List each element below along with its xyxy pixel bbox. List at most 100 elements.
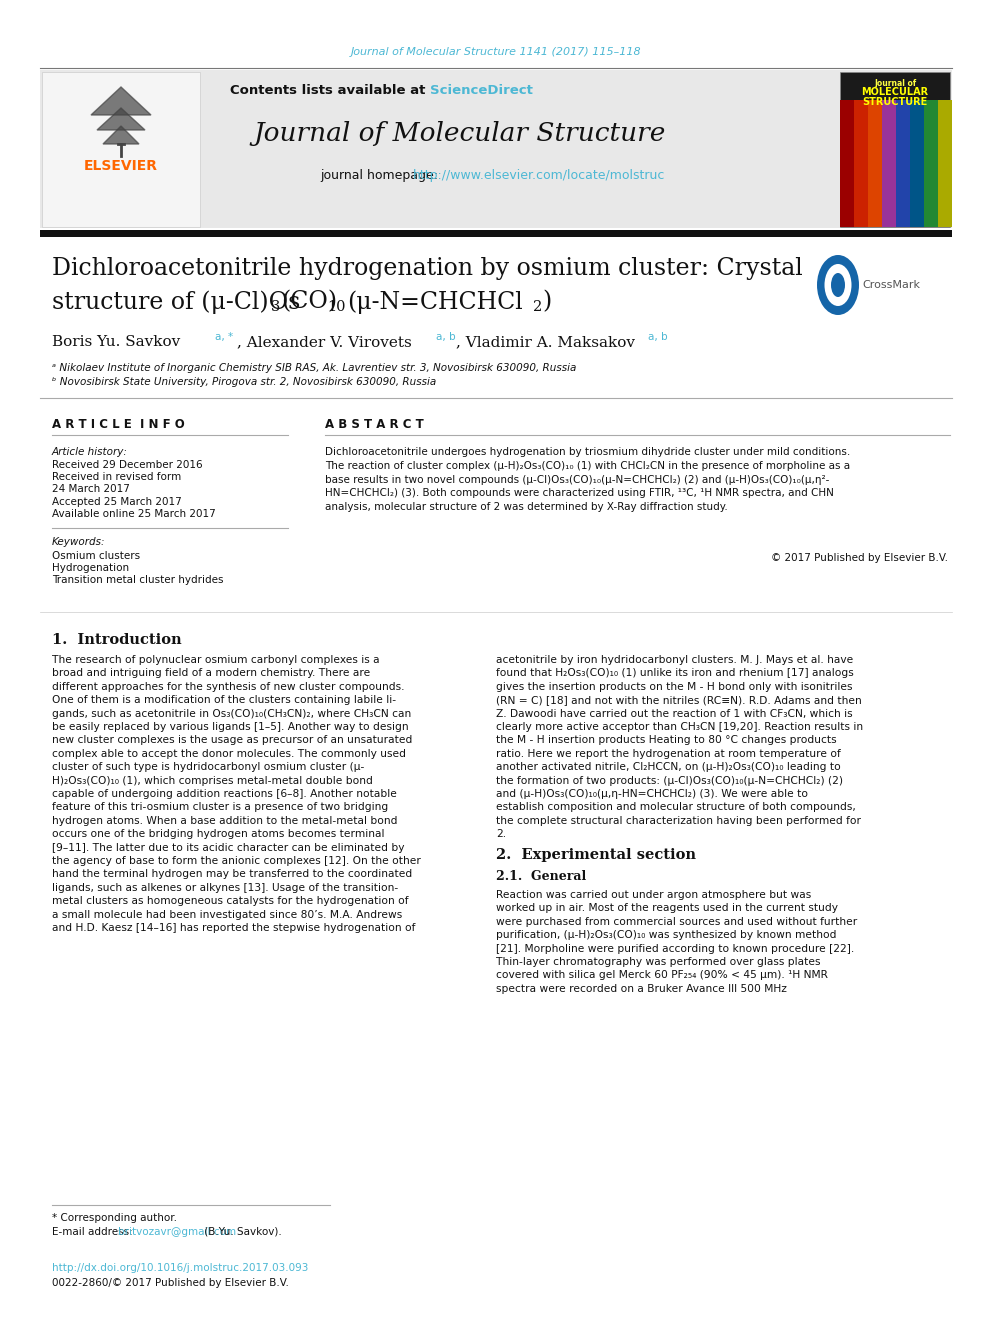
Polygon shape <box>97 108 145 130</box>
Text: http://www.elsevier.com/locate/molstruc: http://www.elsevier.com/locate/molstruc <box>413 168 666 181</box>
Bar <box>40 70 952 228</box>
Text: another activated nitrile, Cl₂HCCN, on (μ-H)₂Os₃(CO)₁₀ leading to: another activated nitrile, Cl₂HCCN, on (… <box>496 762 841 773</box>
Ellipse shape <box>824 265 851 306</box>
Text: analysis, molecular structure of 2 was determined by X-Ray diffraction study.: analysis, molecular structure of 2 was d… <box>325 503 728 512</box>
Text: Accepted 25 March 2017: Accepted 25 March 2017 <box>52 497 182 507</box>
Bar <box>40 230 952 237</box>
Text: (μ-N=CHCHCl: (μ-N=CHCHCl <box>347 290 523 314</box>
Text: new cluster complexes is the usage as precursor of an unsaturated: new cluster complexes is the usage as pr… <box>52 736 413 745</box>
Bar <box>910 101 924 228</box>
Text: ELSEVIER: ELSEVIER <box>84 159 158 173</box>
Ellipse shape <box>831 273 845 296</box>
Text: hydrogen atoms. When a base addition to the metal-metal bond: hydrogen atoms. When a base addition to … <box>52 816 398 826</box>
Text: http://dx.doi.org/10.1016/j.molstruc.2017.03.093: http://dx.doi.org/10.1016/j.molstruc.201… <box>52 1263 309 1273</box>
Text: ligands, such as alkenes or alkynes [13]. Usage of the transition-: ligands, such as alkenes or alkynes [13]… <box>52 882 398 893</box>
Text: Dichloroacetonitrile undergoes hydrogenation by triosmium dihydride cluster unde: Dichloroacetonitrile undergoes hydrogena… <box>325 447 850 456</box>
Bar <box>882 101 896 228</box>
Text: 2: 2 <box>533 300 543 314</box>
Text: Thin-layer chromatography was performed over glass plates: Thin-layer chromatography was performed … <box>496 957 820 967</box>
Text: ScienceDirect: ScienceDirect <box>430 83 533 97</box>
Text: ): ) <box>542 291 552 314</box>
Text: Received in revised form: Received in revised form <box>52 472 182 482</box>
Text: broad and intriguing field of a modern chemistry. There are: broad and intriguing field of a modern c… <box>52 668 370 679</box>
Text: 2.  Experimental section: 2. Experimental section <box>496 848 696 863</box>
Text: be easily replaced by various ligands [1–5]. Another way to design: be easily replaced by various ligands [1… <box>52 722 409 732</box>
Text: © 2017 Published by Elsevier B.V.: © 2017 Published by Elsevier B.V. <box>771 553 948 564</box>
Text: spectra were recorded on a Bruker Avance III 500 MHz: spectra were recorded on a Bruker Avance… <box>496 984 787 994</box>
Text: (RN = C) [18] and not with the nitriles (RC≡N). R.D. Adams and then: (RN = C) [18] and not with the nitriles … <box>496 695 862 705</box>
Text: Dichloroacetonitrile hydrogenation by osmium cluster: Crystal: Dichloroacetonitrile hydrogenation by os… <box>52 257 803 279</box>
Text: the M - H insertion products Heating to 80 °C changes products: the M - H insertion products Heating to … <box>496 736 836 745</box>
Text: Article history:: Article history: <box>52 447 128 456</box>
Text: found that H₂Os₃(CO)₁₀ (1) unlike its iron and rhenium [17] analogs: found that H₂Os₃(CO)₁₀ (1) unlike its ir… <box>496 668 854 679</box>
Text: the formation of two products: (μ-Cl)Os₃(CO)₁₀(μ-N=CHCHCl₂) (2): the formation of two products: (μ-Cl)Os₃… <box>496 775 843 786</box>
Text: occurs one of the bridging hydrogen atoms becomes terminal: occurs one of the bridging hydrogen atom… <box>52 830 385 839</box>
Text: A R T I C L E  I N F O: A R T I C L E I N F O <box>52 418 185 431</box>
Text: H)₂Os₃(CO)₁₀ (1), which comprises metal-metal double bond: H)₂Os₃(CO)₁₀ (1), which comprises metal-… <box>52 775 373 786</box>
Text: a, b: a, b <box>436 332 455 343</box>
Text: structure of (μ-Cl)Os: structure of (μ-Cl)Os <box>52 290 301 314</box>
Text: Keywords:: Keywords: <box>52 537 105 546</box>
Text: journal homepage:: journal homepage: <box>320 168 442 181</box>
Text: HN=CHCHCl₂) (3). Both compounds were characterized using FTIR, ¹³C, ¹H NMR spect: HN=CHCHCl₂) (3). Both compounds were cha… <box>325 488 834 499</box>
Text: base results in two novel compounds (μ-Cl)Os₃(CO)₁₀(μ-N=CHCHCl₂) (2) and (μ-H)Os: base results in two novel compounds (μ-C… <box>325 475 829 484</box>
Text: [9–11]. The latter due to its acidic character can be eliminated by: [9–11]. The latter due to its acidic cha… <box>52 843 405 852</box>
Text: , Alexander V. Virovets: , Alexander V. Virovets <box>237 335 412 349</box>
Text: worked up in air. Most of the reagents used in the current study: worked up in air. Most of the reagents u… <box>496 904 838 913</box>
Text: ᵇ Novosibirsk State University, Pirogova str. 2, Novosibirsk 630090, Russia: ᵇ Novosibirsk State University, Pirogova… <box>52 377 436 388</box>
Polygon shape <box>103 126 139 144</box>
Text: the agency of base to form the anionic complexes [12]. On the other: the agency of base to form the anionic c… <box>52 856 421 867</box>
Text: 10: 10 <box>327 300 345 314</box>
Text: capable of undergoing addition reactions [6–8]. Another notable: capable of undergoing addition reactions… <box>52 789 397 799</box>
Text: ᵃ Nikolaev Institute of Inorganic Chemistry SIB RAS, Ak. Lavrentiev str. 3, Novo: ᵃ Nikolaev Institute of Inorganic Chemis… <box>52 363 576 373</box>
Text: purification, (μ-H)₂Os₃(CO)₁₀ was synthesized by known method: purification, (μ-H)₂Os₃(CO)₁₀ was synthe… <box>496 930 836 941</box>
Text: (CO): (CO) <box>281 291 337 314</box>
Text: 2.1.  General: 2.1. General <box>496 869 586 882</box>
Text: Journal of Molecular Structure: Journal of Molecular Structure <box>254 120 667 146</box>
Text: Available online 25 March 2017: Available online 25 March 2017 <box>52 509 215 519</box>
Text: Hydrogenation: Hydrogenation <box>52 564 129 573</box>
Text: * Corresponding author.: * Corresponding author. <box>52 1213 177 1222</box>
Text: (B.Yu. Savkov).: (B.Yu. Savkov). <box>201 1226 282 1237</box>
Text: a small molecule had been investigated since 80’s. M.A. Andrews: a small molecule had been investigated s… <box>52 910 402 919</box>
Text: britvozavr@gmail.com: britvozavr@gmail.com <box>118 1226 236 1237</box>
Text: complex able to accept the donor molecules. The commonly used: complex able to accept the donor molecul… <box>52 749 406 759</box>
Text: were purchased from commercial sources and used without further: were purchased from commercial sources a… <box>496 917 857 927</box>
Text: Osmium clusters: Osmium clusters <box>52 550 140 561</box>
Text: E-mail address:: E-mail address: <box>52 1226 136 1237</box>
Text: 24 March 2017: 24 March 2017 <box>52 484 130 493</box>
Text: acetonitrile by iron hydridocarbonyl clusters. M. J. Mays et al. have: acetonitrile by iron hydridocarbonyl clu… <box>496 655 853 665</box>
Text: The research of polynuclear osmium carbonyl complexes is a: The research of polynuclear osmium carbo… <box>52 655 380 665</box>
Text: cluster of such type is hydridocarbonyl osmium cluster (μ-: cluster of such type is hydridocarbonyl … <box>52 762 364 773</box>
Text: One of them is a modification of the clusters containing labile li-: One of them is a modification of the clu… <box>52 695 396 705</box>
Text: covered with silica gel Merck 60 PF₂₅₄ (90% < 45 μm). ¹H NMR: covered with silica gel Merck 60 PF₂₅₄ (… <box>496 970 828 980</box>
Text: gands, such as acetonitrile in Os₃(CO)₁₀(CH₃CN)₂, where CH₃CN can: gands, such as acetonitrile in Os₃(CO)₁₀… <box>52 709 412 718</box>
Text: ratio. Here we report the hydrogenation at room temperature of: ratio. Here we report the hydrogenation … <box>496 749 841 759</box>
Bar <box>896 101 910 228</box>
Text: the complete structural characterization having been performed for: the complete structural characterization… <box>496 816 861 826</box>
Bar <box>924 101 938 228</box>
Bar <box>840 101 854 228</box>
Text: 0022-2860/© 2017 Published by Elsevier B.V.: 0022-2860/© 2017 Published by Elsevier B… <box>52 1278 289 1289</box>
Text: gives the insertion products on the M - H bond only with isonitriles: gives the insertion products on the M - … <box>496 681 852 692</box>
Text: metal clusters as homogeneous catalysts for the hydrogenation of: metal clusters as homogeneous catalysts … <box>52 896 409 906</box>
Text: Boris Yu. Savkov: Boris Yu. Savkov <box>52 335 181 349</box>
Text: different approaches for the synthesis of new cluster compounds.: different approaches for the synthesis o… <box>52 681 405 692</box>
Text: 1.  Introduction: 1. Introduction <box>52 632 182 647</box>
Text: Received 29 December 2016: Received 29 December 2016 <box>52 460 202 470</box>
Text: Reaction was carried out under argon atmosphere but was: Reaction was carried out under argon atm… <box>496 890 811 900</box>
Text: , Vladimir A. Maksakov: , Vladimir A. Maksakov <box>456 335 635 349</box>
Bar <box>840 71 950 228</box>
Bar <box>42 71 200 228</box>
Text: and H.D. Kaesz [14–16] has reported the stepwise hydrogenation of: and H.D. Kaesz [14–16] has reported the … <box>52 923 416 933</box>
Text: a, b: a, b <box>648 332 668 343</box>
Text: 2.: 2. <box>496 830 506 839</box>
Bar <box>868 101 882 228</box>
Text: STRUCTURE: STRUCTURE <box>862 97 928 107</box>
Text: Journal of: Journal of <box>874 78 917 87</box>
Text: CrossMark: CrossMark <box>862 280 920 290</box>
Text: [21]. Morpholine were purified according to known procedure [22].: [21]. Morpholine were purified according… <box>496 943 854 954</box>
Text: a, *: a, * <box>215 332 233 343</box>
Text: clearly more active acceptor than CH₃CN [19,20]. Reaction results in: clearly more active acceptor than CH₃CN … <box>496 722 863 732</box>
Text: A B S T A R C T: A B S T A R C T <box>325 418 424 431</box>
